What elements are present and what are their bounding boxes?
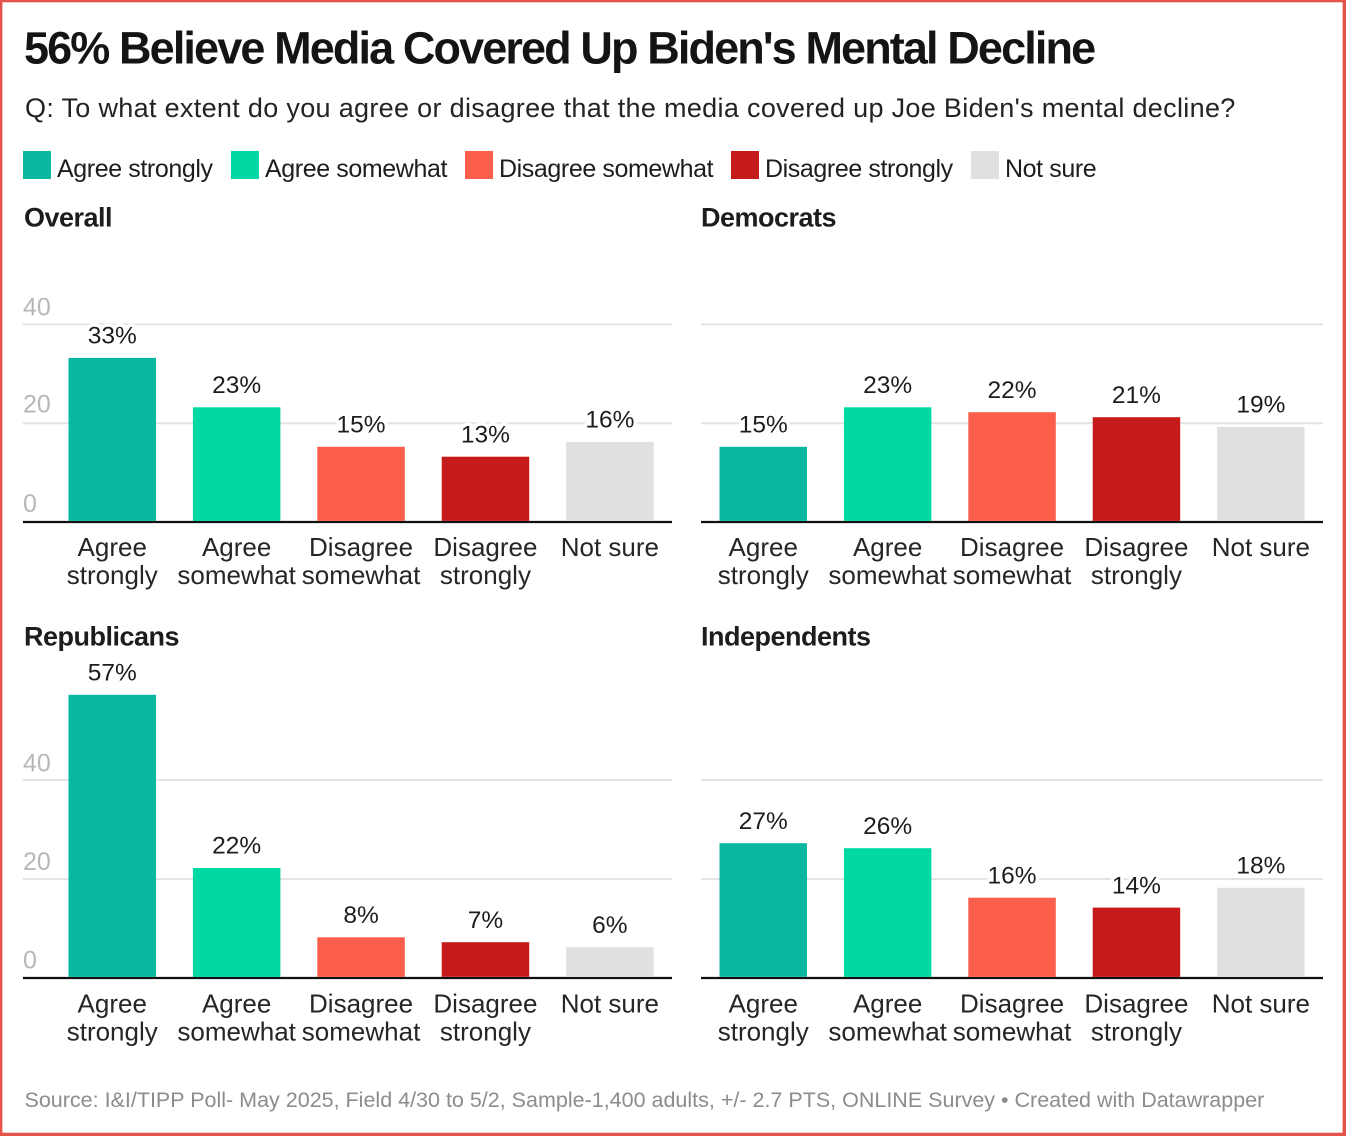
svg-text:Agree: Agree bbox=[78, 988, 147, 1018]
svg-text:Agree: Agree bbox=[729, 988, 798, 1018]
svg-text:strongly: strongly bbox=[718, 560, 809, 590]
svg-text:strongly: strongly bbox=[718, 1016, 809, 1046]
svg-text:strongly: strongly bbox=[1091, 1016, 1182, 1046]
svg-text:22%: 22% bbox=[212, 833, 261, 860]
svg-text:0: 0 bbox=[23, 947, 37, 975]
svg-text:Agree: Agree bbox=[853, 988, 922, 1018]
svg-text:Overall: Overall bbox=[24, 203, 112, 233]
svg-text:somewhat: somewhat bbox=[177, 1016, 296, 1046]
svg-text:Q: To what extent do you agree: Q: To what extent do you agree or disagr… bbox=[25, 93, 1236, 123]
svg-text:23%: 23% bbox=[863, 372, 912, 399]
svg-text:somewhat: somewhat bbox=[302, 1016, 421, 1046]
svg-text:strongly: strongly bbox=[67, 1016, 158, 1046]
svg-text:somewhat: somewhat bbox=[953, 1016, 1072, 1046]
svg-text:27%: 27% bbox=[739, 808, 788, 835]
svg-text:26%: 26% bbox=[863, 813, 912, 840]
svg-text:strongly: strongly bbox=[440, 1016, 531, 1046]
svg-text:Agree: Agree bbox=[78, 532, 147, 562]
svg-text:Agree: Agree bbox=[202, 988, 271, 1018]
svg-text:Democrats: Democrats bbox=[701, 203, 836, 233]
svg-text:Disagree strongly: Disagree strongly bbox=[765, 155, 954, 183]
svg-text:somewhat: somewhat bbox=[828, 1016, 947, 1046]
svg-text:Disagree: Disagree bbox=[433, 988, 537, 1018]
svg-text:Agree: Agree bbox=[853, 532, 922, 562]
svg-text:14%: 14% bbox=[1112, 872, 1161, 899]
svg-text:Disagree: Disagree bbox=[960, 532, 1064, 562]
svg-text:Not sure: Not sure bbox=[1212, 532, 1310, 562]
svg-text:40: 40 bbox=[23, 750, 51, 778]
svg-text:Disagree: Disagree bbox=[309, 988, 413, 1018]
svg-text:40: 40 bbox=[23, 294, 51, 322]
svg-text:strongly: strongly bbox=[440, 560, 531, 590]
svg-text:Source: I&I/TIPP Poll- May 202: Source: I&I/TIPP Poll- May 2025, Field 4… bbox=[25, 1088, 1265, 1112]
svg-text:Not sure: Not sure bbox=[561, 532, 659, 562]
svg-text:strongly: strongly bbox=[67, 560, 158, 590]
svg-text:56% Believe Media Covered Up B: 56% Believe Media Covered Up Biden's Men… bbox=[24, 23, 1095, 74]
svg-text:Disagree: Disagree bbox=[1084, 988, 1188, 1018]
svg-text:23%: 23% bbox=[212, 372, 261, 399]
svg-text:Agree somewhat: Agree somewhat bbox=[265, 155, 447, 183]
svg-text:8%: 8% bbox=[343, 902, 378, 929]
svg-text:strongly: strongly bbox=[1091, 560, 1182, 590]
svg-text:somewhat: somewhat bbox=[828, 560, 947, 590]
svg-text:6%: 6% bbox=[592, 912, 627, 939]
svg-text:Disagree: Disagree bbox=[960, 988, 1064, 1018]
svg-text:Not sure: Not sure bbox=[561, 988, 659, 1018]
svg-text:somewhat: somewhat bbox=[302, 560, 421, 590]
svg-text:20: 20 bbox=[23, 848, 51, 876]
svg-text:57%: 57% bbox=[88, 660, 137, 687]
svg-text:Disagree: Disagree bbox=[433, 532, 537, 562]
svg-text:20: 20 bbox=[23, 391, 51, 419]
svg-text:0: 0 bbox=[23, 490, 37, 518]
svg-text:16%: 16% bbox=[988, 862, 1037, 889]
svg-text:21%: 21% bbox=[1112, 382, 1161, 409]
svg-text:Disagree: Disagree bbox=[309, 532, 413, 562]
svg-text:Not sure: Not sure bbox=[1005, 155, 1096, 183]
svg-text:15%: 15% bbox=[739, 412, 788, 439]
svg-text:Disagree somewhat: Disagree somewhat bbox=[499, 155, 714, 183]
svg-text:Independents: Independents bbox=[701, 622, 871, 652]
svg-text:Agree strongly: Agree strongly bbox=[57, 155, 213, 183]
svg-text:19%: 19% bbox=[1236, 392, 1285, 419]
svg-text:33%: 33% bbox=[88, 323, 137, 350]
svg-text:Agree: Agree bbox=[202, 532, 271, 562]
svg-text:somewhat: somewhat bbox=[953, 560, 1072, 590]
svg-text:Disagree: Disagree bbox=[1084, 532, 1188, 562]
svg-text:Not sure: Not sure bbox=[1212, 988, 1310, 1018]
svg-text:22%: 22% bbox=[988, 377, 1037, 404]
svg-text:7%: 7% bbox=[468, 907, 503, 934]
svg-text:15%: 15% bbox=[337, 412, 386, 439]
svg-text:16%: 16% bbox=[585, 407, 634, 434]
svg-text:13%: 13% bbox=[461, 421, 510, 448]
svg-text:somewhat: somewhat bbox=[177, 560, 296, 590]
svg-text:Agree: Agree bbox=[729, 532, 798, 562]
svg-text:18%: 18% bbox=[1236, 853, 1285, 880]
svg-text:Republicans: Republicans bbox=[24, 622, 179, 652]
